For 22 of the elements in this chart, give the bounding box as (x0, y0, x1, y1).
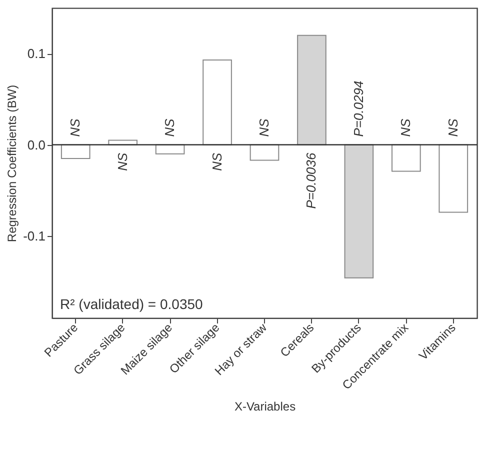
bar (60, 144, 90, 159)
bar (344, 144, 374, 278)
annotation: NS (209, 152, 224, 171)
annotation: R² (validated) = 0.0350 (60, 296, 204, 312)
annotation: P=0.0294 (350, 80, 366, 137)
bar (438, 144, 468, 213)
annotation: NS (445, 118, 460, 137)
annotation: NS (68, 118, 83, 137)
bar (392, 144, 421, 172)
annotation: NS (162, 118, 178, 137)
y-tick-label: 0.0 (27, 137, 46, 152)
annotation: NS (114, 152, 130, 171)
y-tick-label: 0.1 (27, 46, 46, 62)
bar (297, 34, 326, 146)
bar (202, 59, 232, 146)
x-axis-title: X-Variables (234, 400, 296, 414)
bar (250, 144, 280, 161)
annotation: P=0.0036 (304, 152, 319, 209)
y-tick-label: -0.1 (23, 228, 46, 244)
y-axis-title: Regression Coefficients (BW) (5, 84, 20, 242)
annotation: NS (256, 118, 272, 137)
annotation: NS (398, 118, 414, 137)
